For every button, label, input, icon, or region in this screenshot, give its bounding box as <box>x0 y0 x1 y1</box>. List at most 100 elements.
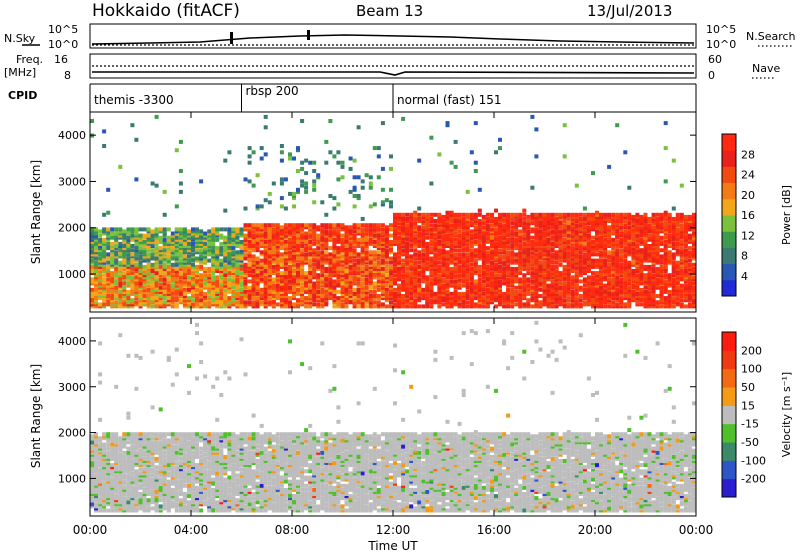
heatmap-cell <box>502 237 507 242</box>
heatmap-cell <box>542 227 547 232</box>
heatmap-cell <box>611 225 616 230</box>
heatmap-cell <box>292 287 296 292</box>
heatmap-cell <box>142 287 147 292</box>
heatmap-cell <box>199 302 204 307</box>
heatmap-cell <box>477 294 482 298</box>
heatmap-cell <box>259 225 264 230</box>
heatmap-cell <box>312 271 317 276</box>
heatmap-cell <box>122 285 127 290</box>
heatmap-cell <box>223 239 228 244</box>
heatmap-cell <box>599 302 603 307</box>
heatmap-cell <box>522 262 527 267</box>
heatmap-cell <box>599 277 603 282</box>
heatmap-cell <box>502 219 507 223</box>
heatmap-cell <box>203 231 208 236</box>
heatmap-cell <box>170 296 175 301</box>
heatmap-cell <box>429 135 434 140</box>
heatmap-cell <box>490 256 494 261</box>
heatmap-cell <box>336 229 341 234</box>
heatmap-cell <box>142 296 147 301</box>
heatmap-cell <box>380 287 385 292</box>
heatmap-cell <box>405 235 410 240</box>
heatmap-cell <box>530 275 535 280</box>
heatmap-cell <box>255 302 260 307</box>
heatmap-cell <box>586 212 591 217</box>
heatmap-cell <box>510 235 515 240</box>
heatmap-cell <box>267 233 272 238</box>
heatmap-cell <box>332 262 337 267</box>
heatmap-cell <box>558 223 563 228</box>
heatmap-cell <box>574 262 579 267</box>
heatmap-cell <box>283 227 288 232</box>
heatmap-cell <box>457 223 462 228</box>
heatmap-cell <box>368 252 373 257</box>
heatmap-cell <box>380 187 385 192</box>
heatmap-cell <box>554 264 559 269</box>
heatmap-cell <box>445 123 450 128</box>
heatmap-cell <box>469 252 474 257</box>
heatmap-cell <box>348 283 353 288</box>
heatmap-cell <box>461 269 466 273</box>
heatmap-cell <box>332 271 337 276</box>
heatmap-cell <box>94 233 98 238</box>
heatmap-cell <box>534 260 539 265</box>
heatmap-cell <box>118 273 123 278</box>
heatmap-cell <box>574 231 579 236</box>
heatmap-cell <box>542 262 547 267</box>
heatmap-cell <box>449 275 454 280</box>
heatmap-cell <box>595 296 599 301</box>
heatmap-cell <box>477 269 482 273</box>
heatmap-cell <box>469 271 474 276</box>
heatmap-cell <box>627 250 632 255</box>
heatmap-cell <box>380 258 385 263</box>
heatmap-cell <box>570 300 575 305</box>
heatmap-cell <box>235 302 240 307</box>
heatmap-cell <box>437 277 442 282</box>
heatmap-cell <box>490 277 494 282</box>
heatmap-cell <box>332 231 337 236</box>
heatmap-cell <box>538 219 543 223</box>
heatmap-cell <box>538 287 543 292</box>
heatmap-cell <box>417 298 422 303</box>
heatmap-cell <box>90 294 94 298</box>
heatmap-cell <box>599 287 603 292</box>
heatmap-cell <box>106 273 111 278</box>
heatmap-cell <box>142 233 147 238</box>
heatmap-cell <box>413 294 418 298</box>
heatmap-cell <box>114 296 119 301</box>
heatmap-cell <box>586 275 591 280</box>
heatmap-cell <box>292 258 296 263</box>
heatmap-cell <box>526 244 531 248</box>
heatmap-cell <box>591 287 595 292</box>
heatmap-cell <box>421 262 426 267</box>
heatmap-cell <box>312 231 317 236</box>
heatmap-cell <box>154 285 159 290</box>
heatmap-cell <box>465 289 470 294</box>
heatmap-cell <box>344 248 349 253</box>
heatmap-cell <box>332 206 337 211</box>
heatmap-cell <box>566 235 571 240</box>
heatmap-cell <box>154 258 159 263</box>
heatmap-cell <box>368 269 373 273</box>
heatmap-cell <box>429 239 434 244</box>
heatmap-cell <box>255 275 260 280</box>
heatmap-cell <box>235 262 240 267</box>
heatmap-cell <box>279 258 284 263</box>
heatmap-cell <box>122 273 127 278</box>
heatmap-cell <box>368 285 373 290</box>
heatmap-cell <box>453 248 458 253</box>
heatmap-cell <box>393 233 397 238</box>
heatmap-cell <box>114 231 119 236</box>
heatmap-cell <box>158 271 163 276</box>
heatmap-cell <box>566 256 571 261</box>
heatmap-cell <box>118 302 123 307</box>
heatmap-cell <box>453 285 458 290</box>
heatmap-cell <box>413 227 418 232</box>
heatmap-cell <box>417 235 422 240</box>
heatmap-cell <box>425 252 430 257</box>
heatmap-cell <box>570 289 575 294</box>
heatmap-cell <box>465 264 470 269</box>
heatmap-cell <box>481 296 486 301</box>
heatmap-cell <box>138 269 143 273</box>
heatmap-cell <box>401 283 406 288</box>
